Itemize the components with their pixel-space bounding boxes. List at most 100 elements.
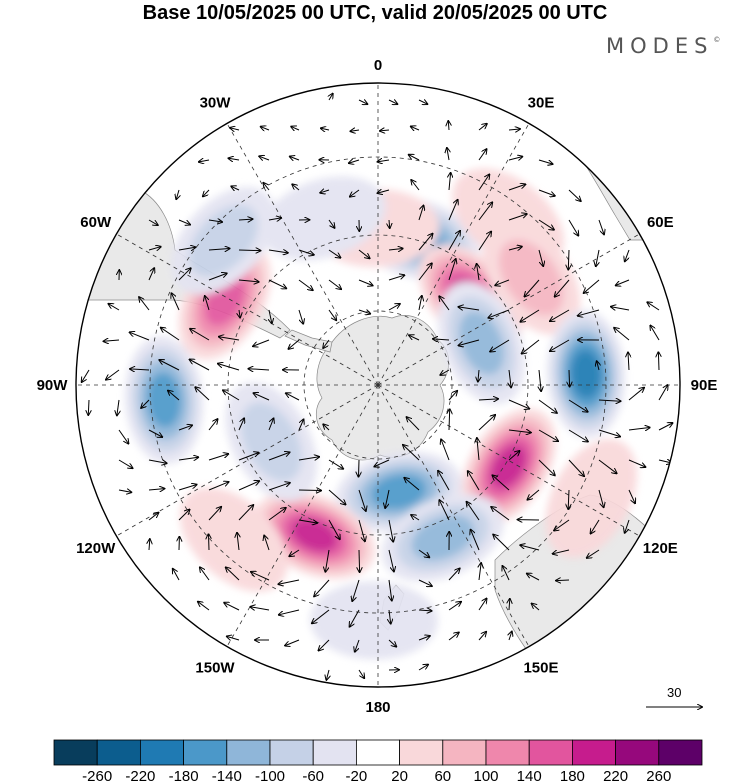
longitude-label: 0: [374, 57, 382, 74]
wind-arrow: [447, 148, 449, 161]
wind-arrow: [328, 249, 340, 258]
antarctica-landmass: [315, 315, 450, 461]
wind-arrow: [625, 519, 630, 533]
wind-arrow: [224, 603, 240, 611]
wind-arrow: [358, 519, 365, 541]
longitude-label: 180: [365, 699, 390, 716]
wind-arrow: [269, 309, 272, 323]
anomaly-blob: [171, 186, 276, 295]
colorbar-swatch: [269, 739, 314, 766]
wind-arrow: [568, 249, 569, 270]
wind-arrow: [478, 415, 495, 431]
wind-arrow: [525, 279, 540, 297]
wind-arrow: [508, 184, 525, 191]
wind-arrow: [200, 567, 210, 581]
wind-arrow: [658, 352, 659, 371]
wind-arrow: [326, 669, 329, 680]
wind-arrow: [568, 189, 581, 201]
wind-arrow: [291, 127, 300, 130]
wind-arrow: [238, 219, 252, 220]
wind-arrow: [195, 387, 210, 401]
wind-arrow: [611, 307, 630, 310]
wind-arrow: [148, 460, 167, 463]
wind-arrow: [349, 160, 360, 163]
colorbar-swatch: [485, 739, 530, 766]
wind-arrow: [285, 639, 300, 646]
longitude-label: 150W: [195, 659, 235, 676]
anomaly-blob: [309, 581, 438, 660]
wind-arrow: [508, 247, 522, 250]
wind-arrow: [493, 535, 510, 551]
wind-arrow: [253, 339, 270, 346]
map-border: [75, 82, 681, 688]
wind-arrow: [448, 569, 460, 581]
longitude-label: 60E: [647, 214, 674, 231]
anomaly-field-layer: [124, 168, 638, 660]
wind-arrow: [178, 485, 197, 491]
wind-arrow: [178, 219, 190, 225]
wind-arrow: [554, 519, 570, 531]
wind-arrow: [298, 420, 304, 431]
wind-arrow: [359, 549, 360, 572]
wind-arrow: [161, 328, 180, 341]
anomaly-contour: [147, 372, 181, 428]
wind-arrow: [208, 482, 229, 491]
wind-arrow: [616, 279, 630, 285]
wind-arrow: [229, 158, 240, 160]
wind-arrow: [261, 127, 270, 130]
wind-arrow: [203, 189, 210, 196]
wind-arrow: [495, 279, 510, 285]
wind-arrow: [539, 369, 541, 391]
colorbar-label: 20: [391, 768, 408, 783]
wind-arrow: [328, 489, 346, 505]
wind-arrow: [279, 609, 300, 615]
colorbar-label: -260: [82, 768, 112, 783]
wind-arrow: [130, 369, 150, 370]
wind-arrow: [148, 219, 158, 225]
colorbar-label: 140: [517, 768, 542, 783]
wind-arrow: [388, 549, 394, 571]
wind-arrow: [478, 369, 479, 382]
wind-arrow: [350, 609, 360, 627]
anomaly-blob: [124, 336, 204, 464]
wind-arrow: [268, 452, 290, 461]
wind-arrow: [289, 549, 300, 556]
wind-arrow: [418, 636, 430, 640]
wind-arrow: [351, 130, 360, 131]
anomaly-contour: [571, 350, 601, 399]
wind-arrow: [378, 160, 390, 162]
anomaly-blob: [179, 487, 288, 592]
wind-arrow: [117, 399, 119, 415]
wind-arrow: [569, 369, 570, 387]
colorbar-swatch: [355, 739, 400, 766]
wind-arrow: [323, 339, 330, 348]
wind-arrow: [448, 121, 449, 131]
wind-arrow: [459, 307, 480, 310]
wind-arrow: [190, 360, 210, 371]
wind-arrow: [118, 490, 131, 492]
wind-arrow: [538, 249, 543, 266]
wind-arrow: [556, 580, 570, 581]
wind-arrow: [440, 369, 450, 375]
colorbar-swatch: [442, 739, 487, 766]
wind-arrow: [208, 507, 221, 521]
colorbar-swatch: [658, 739, 703, 766]
colorbar-label: -180: [169, 768, 199, 783]
wind-arrow: [249, 369, 270, 370]
wind-arrow: [159, 360, 180, 371]
wind-arrow: [478, 232, 491, 251]
wind-arrow: [538, 159, 553, 164]
wind-arrow: [223, 390, 240, 401]
wind-arrow: [538, 219, 554, 230]
anomaly-contour: [291, 518, 338, 552]
wind-arrow: [268, 508, 286, 521]
wind-arrow: [298, 490, 321, 491]
wind-arrow: [478, 175, 489, 191]
wind-arrow: [520, 545, 540, 551]
colorbar-label: 220: [603, 768, 628, 783]
latitude-circle-middle: [227, 234, 529, 536]
wind-arrow: [598, 219, 604, 234]
wind-arrow: [508, 157, 522, 160]
wind-arrow: [359, 459, 360, 477]
wind-arrow: [448, 259, 456, 281]
